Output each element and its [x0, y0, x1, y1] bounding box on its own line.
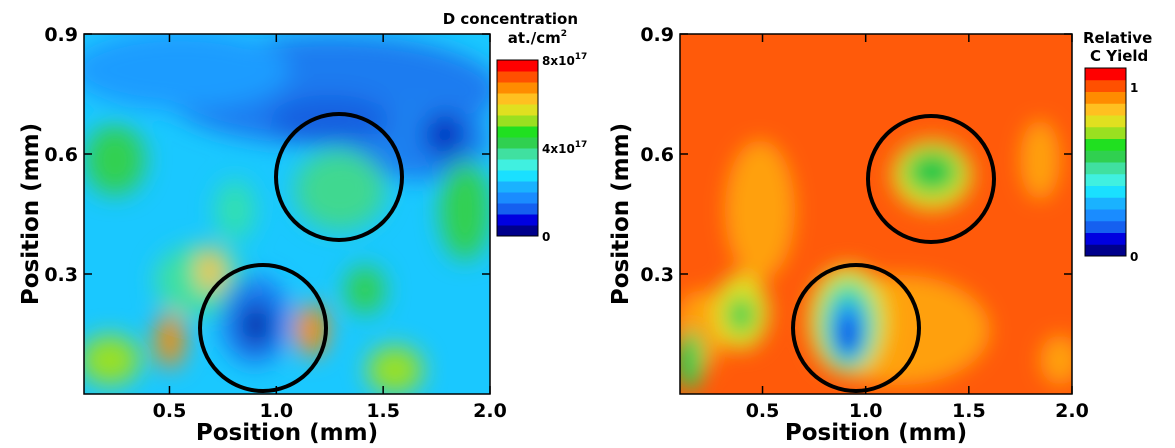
x-tick-label: 2.0	[1055, 400, 1089, 422]
colorbar-swatch	[1085, 173, 1126, 186]
y-axis-label: Position (mm)	[608, 123, 634, 305]
colorbar-swatch	[1085, 197, 1126, 210]
colorbar-label: 0	[542, 230, 550, 244]
plot-frame	[679, 33, 1073, 395]
circle-marker-upper	[866, 114, 996, 244]
y-tick-label: 0.6	[640, 144, 674, 166]
colorbar-frame	[496, 59, 539, 237]
colorbar-swatch	[1085, 162, 1126, 175]
colorbar-swatch	[497, 82, 538, 94]
colorbar: 10	[1084, 67, 1138, 264]
colorbar-swatch	[497, 214, 538, 226]
y-tick-label: 0.3	[44, 264, 78, 286]
colorbar: 8x1017 4x1017 0	[496, 52, 587, 244]
colorbar-swatch	[497, 159, 538, 171]
colorbar-swatch	[1085, 185, 1126, 198]
y-tick-label: 0.9	[44, 24, 78, 46]
heatmap-plot-area	[84, 34, 490, 394]
colorbar-swatch	[1085, 220, 1126, 233]
colorbar-label: 8x1017	[542, 52, 587, 68]
colorbar-swatch	[1085, 79, 1126, 92]
panel-relative-c-yield: 0.5 1.0 1.5 2.0 0.3 0.6 0.9 Position (mm) Posi…	[608, 24, 1152, 446]
colorbar-swatch	[1085, 126, 1126, 139]
colorbar-swatch	[497, 170, 538, 182]
x-tick-label: 0.5	[153, 400, 187, 422]
plot-frame	[83, 33, 491, 395]
colorbar-title: D concentration	[443, 10, 578, 28]
x-tick-label: 0.5	[746, 400, 780, 422]
x-axis-label: Position (mm)	[785, 420, 967, 446]
colorbar-swatch	[497, 126, 538, 138]
colorbar-swatch	[1085, 91, 1126, 104]
colorbar-swatch	[1085, 150, 1126, 163]
x-tick-label: 2.0	[473, 400, 507, 422]
y-tick-label: 0.3	[640, 264, 674, 286]
colorbar-swatch	[497, 115, 538, 127]
panel-d-concentration: 0.5 1.0 1.5 2.0 0.3 0.6 0.9 Position (mm) Posi…	[18, 10, 587, 446]
circle-marker-lower	[791, 263, 921, 393]
colorbar-swatch	[1085, 244, 1126, 257]
colorbar-swatch	[497, 137, 538, 149]
colorbar-swatch	[497, 148, 538, 160]
circle-marker-lower	[198, 263, 328, 393]
colorbar-title: Relative	[1083, 29, 1152, 47]
x-tick-label: 1.0	[259, 400, 293, 422]
colorbar-label: 1	[1130, 81, 1138, 95]
colorbar-swatch	[1085, 115, 1126, 128]
heatmap-plot-area	[680, 34, 1072, 394]
colorbar-swatch	[1085, 232, 1126, 245]
colorbar-frame	[1084, 67, 1127, 257]
colorbar-swatch	[497, 71, 538, 83]
colorbar-swatch	[1085, 103, 1126, 116]
x-tick-label: 1.5	[366, 400, 400, 422]
colorbar-swatch	[497, 181, 538, 193]
colorbar-swatch	[1085, 209, 1126, 222]
colorbar-swatch	[497, 192, 538, 204]
colorbar-swatch	[497, 225, 538, 237]
colorbar-swatch	[497, 60, 538, 72]
x-axis-label: Position (mm)	[196, 420, 378, 446]
colorbar-unit: C Yield	[1090, 47, 1148, 65]
circle-marker-upper	[274, 112, 404, 242]
colorbar-swatch	[497, 93, 538, 105]
x-tick-label: 1.5	[952, 400, 986, 422]
colorbar-label: 4x1017	[542, 140, 587, 156]
colorbar-swatch	[497, 203, 538, 215]
y-tick-label: 0.6	[44, 144, 78, 166]
colorbar-swatch	[1085, 138, 1126, 151]
x-tick-label: 1.0	[849, 400, 883, 422]
colorbar-swatch	[1085, 68, 1126, 81]
y-tick-label: 0.9	[640, 24, 674, 46]
y-axis-label: Position (mm)	[18, 123, 44, 305]
colorbar-swatch	[497, 104, 538, 116]
colorbar-label: 0	[1130, 250, 1138, 264]
colorbar-unit: at./cm2	[508, 29, 567, 47]
